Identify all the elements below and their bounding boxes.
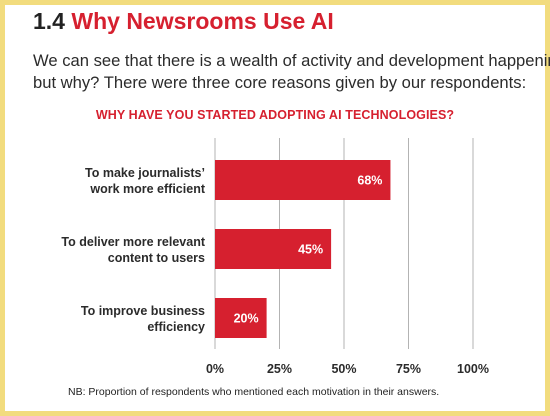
x-tick-label: 100% [457,362,489,376]
chart-title: WHY HAVE YOU STARTED ADOPTING AI TECHNOL… [95,108,455,122]
intro-line-2: but why? There were three core reasons g… [33,73,527,92]
bar-value-label: 68% [357,174,382,188]
x-tick-label: 0% [206,362,224,376]
bar-value-label: 20% [234,312,259,326]
intro-paragraph: We can see that there is a wealth of act… [33,50,550,94]
section-heading: 1.4 Why Newsrooms Use AI [33,8,334,35]
x-tick-label: 50% [331,362,356,376]
bar [215,160,391,200]
bar-value-label: 45% [298,243,323,257]
category-label: To improve business [81,304,205,318]
x-tick-label: 25% [267,362,292,376]
bar [215,298,267,338]
footnote: NB: Proportion of respondents who mentio… [68,386,440,398]
category-label: To make journalists’ [85,166,205,180]
category-label: efficiency [147,320,205,334]
x-tick-label: 75% [396,362,421,376]
category-label: work more efficient [89,182,205,196]
bar [215,229,332,269]
section-title: Why Newsrooms Use AI [71,8,334,34]
category-label: To deliver more relevant [61,235,205,249]
category-label: content to users [108,251,205,265]
intro-line-1: We can see that there is a wealth of act… [33,51,550,70]
section-number: 1.4 [33,8,65,34]
